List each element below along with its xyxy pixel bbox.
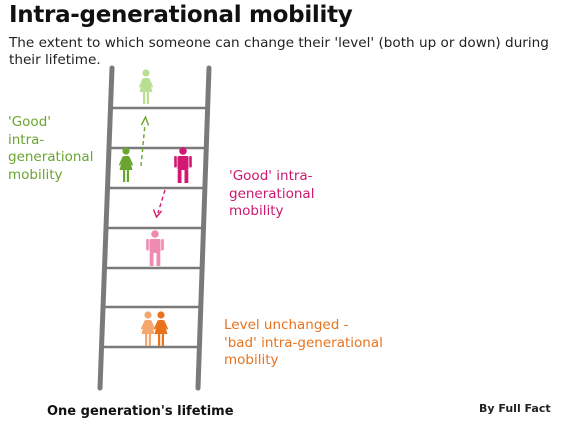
woman-figure-icon [153, 311, 169, 346]
page-title: Intra-generational mobility [9, 2, 353, 28]
good-upward-mobility-label: 'Good' intra- generational mobility [8, 114, 94, 183]
dashed-arrow-down-icon [152, 189, 166, 219]
ladder-right-rail [195, 65, 212, 391]
woman-figure-icon [140, 311, 156, 346]
woman-figure-icon [138, 69, 154, 104]
ladder-caption: One generation's lifetime [47, 404, 234, 419]
good-downward-mobility-label: 'Good' intra- generational mobility [229, 168, 315, 219]
man-figure-icon [174, 147, 192, 183]
dashed-arrow-up-icon [140, 115, 150, 167]
man-figure-icon [146, 230, 164, 266]
woman-figure-icon [118, 147, 134, 182]
unchanged-level-label: Level unchanged - 'bad' intra-generation… [224, 317, 383, 368]
page-subtitle: The extent to which someone can change t… [9, 35, 549, 68]
ladder [97, 65, 212, 391]
source-credit: By Full Fact [479, 402, 551, 415]
